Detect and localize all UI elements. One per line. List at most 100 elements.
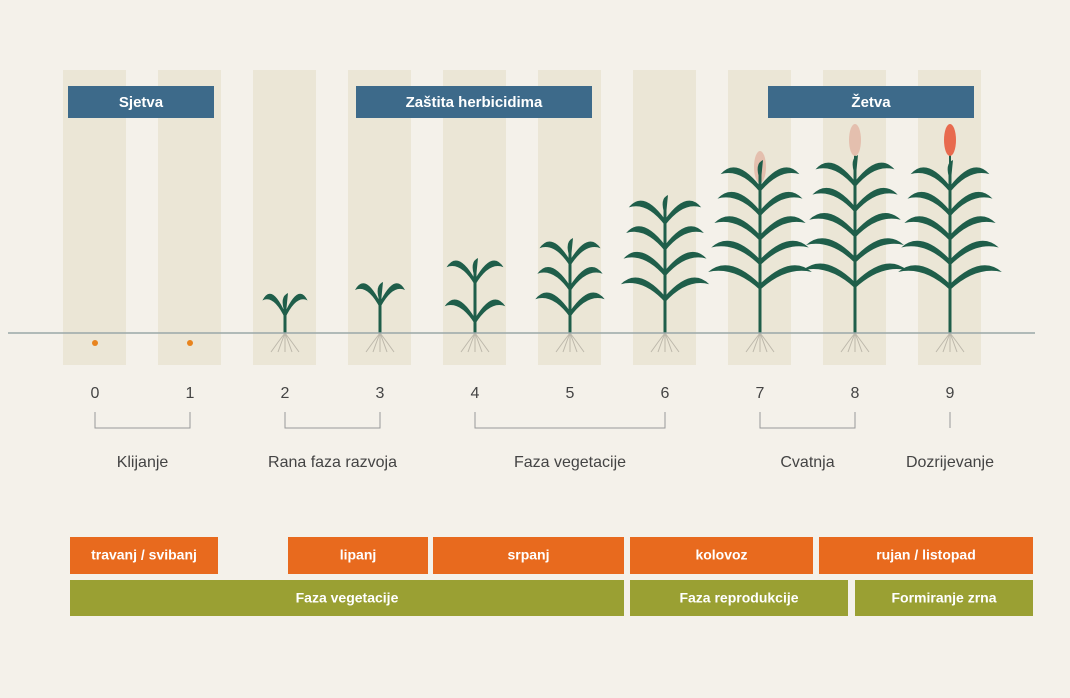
root — [562, 332, 571, 353]
root — [467, 332, 476, 353]
leaf — [444, 299, 475, 325]
root — [942, 332, 951, 353]
phase-label: Faza vegetacije — [296, 590, 399, 606]
root — [555, 332, 571, 353]
leaf — [760, 265, 812, 290]
root — [949, 332, 965, 353]
leaf — [855, 213, 901, 238]
root — [379, 332, 395, 353]
leaf — [950, 191, 993, 217]
leaf — [628, 200, 665, 226]
leaf — [950, 265, 1002, 290]
group-label: Klijanje — [117, 454, 169, 471]
column-band — [158, 70, 221, 365]
root — [270, 332, 286, 353]
leaf — [665, 277, 710, 303]
leaf — [717, 191, 760, 217]
root — [277, 332, 286, 353]
bracket — [94, 412, 191, 429]
leaf — [947, 160, 953, 180]
stage-number: 3 — [376, 385, 385, 402]
month-label: travanj / svibanj — [91, 547, 197, 563]
root — [460, 332, 476, 353]
leaf — [855, 238, 904, 263]
leaf — [815, 162, 855, 188]
leaf — [354, 283, 380, 309]
leaf — [472, 258, 478, 278]
leaf — [714, 216, 760, 242]
stage-number: 9 — [946, 385, 955, 402]
seed — [92, 340, 98, 346]
root — [569, 332, 585, 353]
flower-head — [849, 124, 861, 156]
group-label: Rana faza razvoja — [268, 454, 397, 471]
leaf — [760, 240, 809, 266]
column-band — [63, 70, 126, 365]
group-label: Dozrijevanje — [906, 454, 994, 471]
leaf — [285, 293, 308, 319]
leaf — [539, 241, 570, 267]
root — [840, 332, 856, 353]
plant — [620, 195, 710, 353]
leaf — [665, 251, 707, 277]
month-label: lipanj — [340, 547, 377, 563]
leaf — [620, 277, 665, 303]
group-label: Cvatnja — [780, 454, 834, 471]
leaf — [720, 167, 760, 193]
month-bar — [288, 537, 428, 574]
stage-number: 6 — [661, 385, 670, 402]
leaf — [803, 263, 855, 289]
leaf — [950, 167, 990, 193]
leaf — [262, 293, 285, 319]
plant — [535, 238, 605, 353]
leaf — [570, 241, 601, 267]
leaf — [852, 155, 858, 175]
leaf — [760, 167, 800, 193]
header-box — [768, 86, 974, 118]
stage-number: 7 — [756, 385, 765, 402]
phase-label: Faza reprodukcije — [679, 590, 798, 606]
header-box — [68, 86, 214, 118]
leaf — [665, 226, 704, 251]
leaf — [537, 267, 570, 292]
leaf — [904, 216, 950, 242]
leaf — [626, 226, 665, 251]
bracket — [284, 412, 381, 429]
leaf — [855, 263, 907, 289]
plant — [444, 258, 506, 353]
root — [745, 332, 761, 353]
root — [657, 332, 666, 353]
header-box — [356, 86, 592, 118]
leaf — [760, 216, 806, 242]
root — [664, 332, 680, 353]
leaf — [809, 213, 855, 238]
leaf — [662, 195, 668, 215]
root — [752, 332, 761, 353]
leaf — [855, 187, 898, 213]
leaf — [757, 160, 763, 180]
header-label: Sjetva — [119, 94, 164, 111]
group-label: Faza vegetacije — [514, 454, 626, 471]
seed — [187, 340, 193, 346]
header-label: Žetva — [851, 93, 891, 111]
month-label: srpanj — [507, 547, 549, 563]
leaf — [446, 260, 475, 286]
root — [474, 332, 490, 353]
month-bar — [70, 537, 218, 574]
flower-head — [944, 124, 956, 156]
stage-number: 0 — [91, 385, 100, 402]
leaf — [910, 167, 950, 193]
month-label: rujan / listopad — [876, 547, 976, 563]
bracket — [474, 412, 666, 429]
leaf — [475, 299, 506, 325]
plant — [898, 124, 1002, 353]
leaf — [570, 267, 603, 292]
leaf — [711, 240, 760, 266]
plant — [708, 151, 812, 353]
month-bar — [630, 537, 813, 574]
leaf — [907, 191, 950, 217]
plant — [803, 124, 907, 353]
stage-number: 4 — [471, 385, 480, 402]
root — [650, 332, 666, 353]
